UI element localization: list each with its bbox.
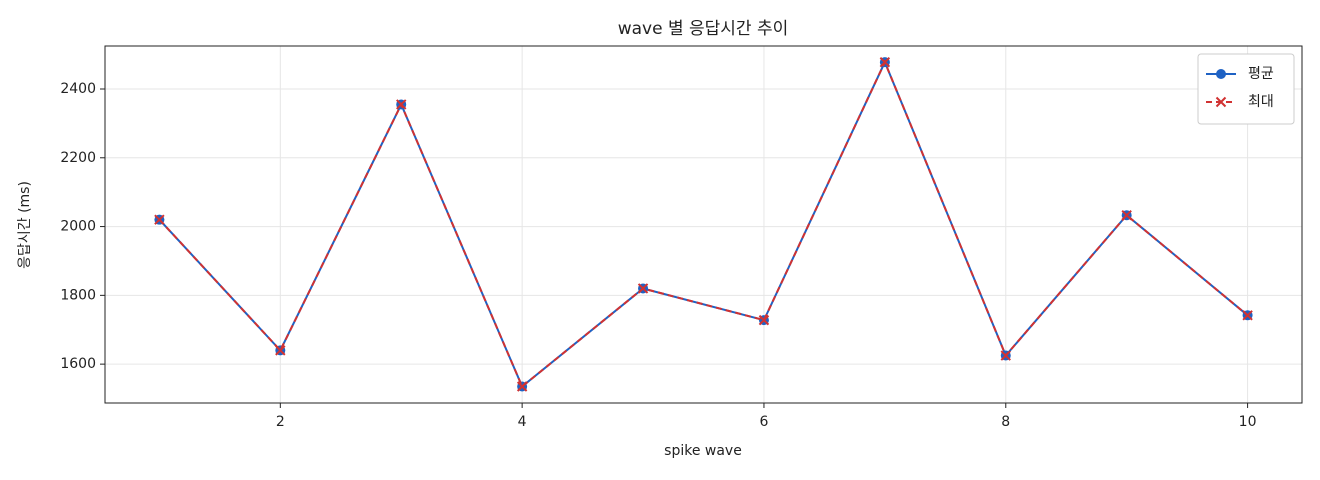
marker <box>1121 210 1132 221</box>
chart-title: wave 별 응답시간 추이 <box>618 19 789 39</box>
series-line <box>158 59 1249 389</box>
y-tick-label: 1800 <box>60 287 96 303</box>
legend-box <box>1197 53 1295 125</box>
x-tick-label: 2 <box>276 414 285 430</box>
y-tick-label: 1600 <box>60 356 96 372</box>
marker <box>879 56 891 68</box>
x-tick-label: 10 <box>1239 414 1257 430</box>
marker <box>1242 310 1253 321</box>
marker <box>275 345 286 356</box>
x-tick-label: 8 <box>1001 414 1010 430</box>
marker <box>516 381 528 392</box>
marker <box>1215 96 1227 108</box>
y-tick-label: 2400 <box>60 81 96 97</box>
marker <box>637 283 649 294</box>
legend-label: 평균 <box>1248 66 1274 82</box>
marker <box>758 314 770 326</box>
y-axis-label: 응답시간 (ms) <box>17 181 33 269</box>
series-line <box>158 59 1249 389</box>
marker <box>154 214 165 225</box>
x-tick-label: 4 <box>518 414 527 430</box>
marker <box>1000 350 1011 361</box>
y-tick-label: 2000 <box>60 219 96 235</box>
legend-label: 최대 <box>1248 94 1274 110</box>
marker <box>396 99 407 110</box>
x-axis-label: spike wave <box>664 443 742 459</box>
plot-frame <box>104 45 1303 404</box>
marker <box>1216 69 1226 79</box>
y-tick-label: 2200 <box>60 150 96 166</box>
x-tick-label: 6 <box>759 414 768 430</box>
